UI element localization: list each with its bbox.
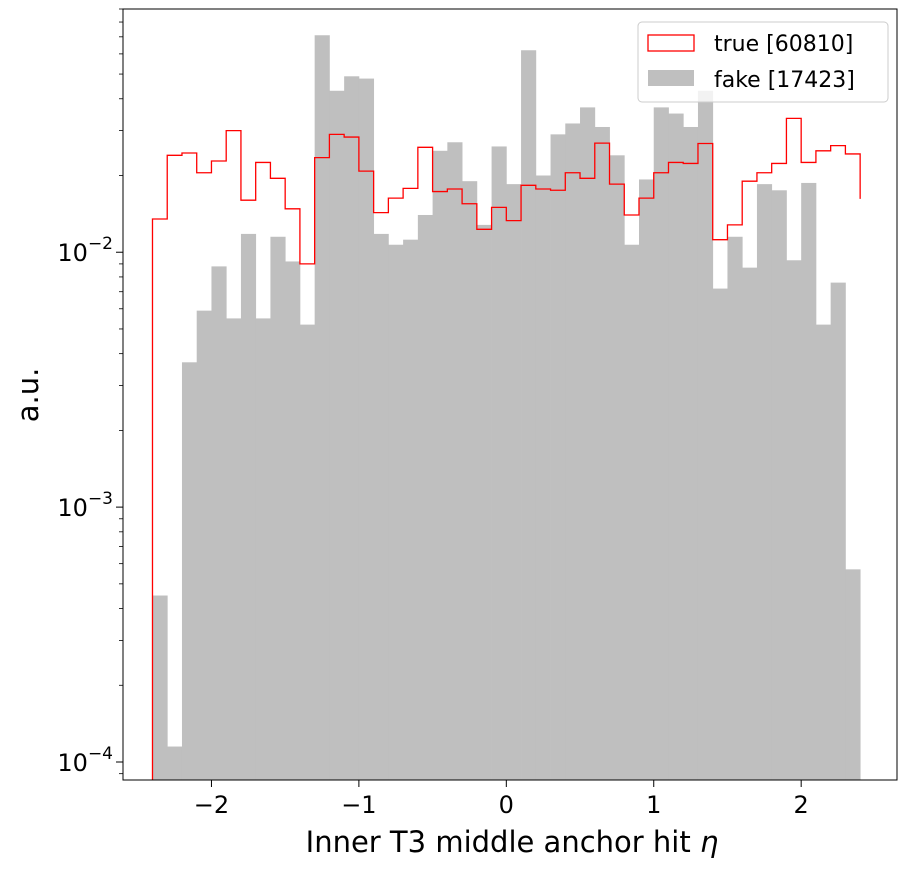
y-axis-minor-ticks: [119, 8, 123, 775]
fake-bar: [506, 184, 522, 781]
y-axis-label: a.u.: [11, 368, 45, 423]
fake-bar: [447, 142, 463, 780]
fake-bar: [240, 233, 257, 781]
fake-bar: [830, 282, 846, 780]
fake-bar: [624, 244, 640, 781]
y-tick-label: 10−4: [57, 744, 113, 777]
fake-bar: [196, 310, 212, 780]
fake-bar: [270, 236, 286, 780]
fake-bar: [358, 78, 375, 780]
fake-bar: [432, 150, 448, 780]
legend-swatch-fake: [648, 70, 694, 86]
plot-area-frame: [122, 8, 898, 781]
y-axis: 10−4 10−3 10−2: [57, 234, 123, 777]
x-tick-label: 0: [499, 791, 514, 819]
fake-bar: [550, 134, 566, 780]
legend-swatch-true: [647, 34, 695, 52]
fake-bar: [152, 595, 168, 780]
fake-bar: [344, 76, 360, 780]
fake-bar: [580, 107, 596, 780]
fake-bar: [727, 236, 743, 780]
fake-bar: [314, 35, 330, 780]
legend: true [60810] fake [17423]: [637, 21, 889, 103]
fake-bar: [535, 175, 551, 780]
fake-bar: [594, 126, 610, 780]
fake-bar: [565, 123, 581, 780]
fake-bar: [329, 90, 345, 780]
y-tick-label: 10−2: [57, 234, 113, 267]
x-tick-label: −1: [341, 791, 376, 819]
fake-bar: [403, 239, 419, 781]
fake-bar: [299, 324, 316, 780]
fake-bar: [786, 260, 802, 781]
legend-box: [637, 21, 889, 103]
x-axis: −2 −1 0 1 2: [194, 780, 809, 819]
fake-bar: [462, 181, 478, 781]
fake-bar: [285, 261, 301, 780]
fake-bar: [683, 126, 699, 780]
fake-bar: [697, 90, 714, 780]
fake-bar: [521, 50, 537, 781]
true-series-step-line: [151, 117, 861, 780]
x-tick-label: 1: [646, 791, 661, 819]
fake-bar: [417, 214, 433, 780]
fake-bar: [491, 146, 507, 780]
fake-bar: [801, 182, 817, 781]
fake-bar: [653, 107, 669, 780]
fake-bar: [255, 318, 271, 780]
fake-bar: [167, 746, 183, 780]
fake-bar: [639, 179, 655, 780]
fake-bar: [476, 224, 492, 780]
fake-bar: [373, 233, 389, 781]
fake-bar: [668, 113, 684, 780]
fake-series-bars: [152, 35, 861, 781]
fake-bar: [815, 324, 832, 780]
fake-bar: [226, 318, 242, 780]
x-tick-label: −2: [194, 791, 229, 819]
fake-bar: [211, 266, 227, 780]
fake-bar: [712, 288, 728, 780]
fake-bar: [181, 362, 198, 780]
y-tick-label: 10−3: [57, 489, 113, 522]
x-axis-label: Inner T3 middle anchor hit η: [306, 825, 719, 859]
fake-bar: [845, 569, 861, 780]
fake-bar: [388, 244, 404, 781]
legend-label-true: true [60810]: [714, 32, 853, 57]
fake-bar: [609, 155, 625, 781]
fake-bar: [756, 184, 773, 781]
legend-label-fake: fake [17423]: [714, 68, 855, 93]
x-tick-label: 2: [794, 791, 809, 819]
fake-bar: [742, 267, 758, 781]
fake-bar: [771, 190, 787, 780]
